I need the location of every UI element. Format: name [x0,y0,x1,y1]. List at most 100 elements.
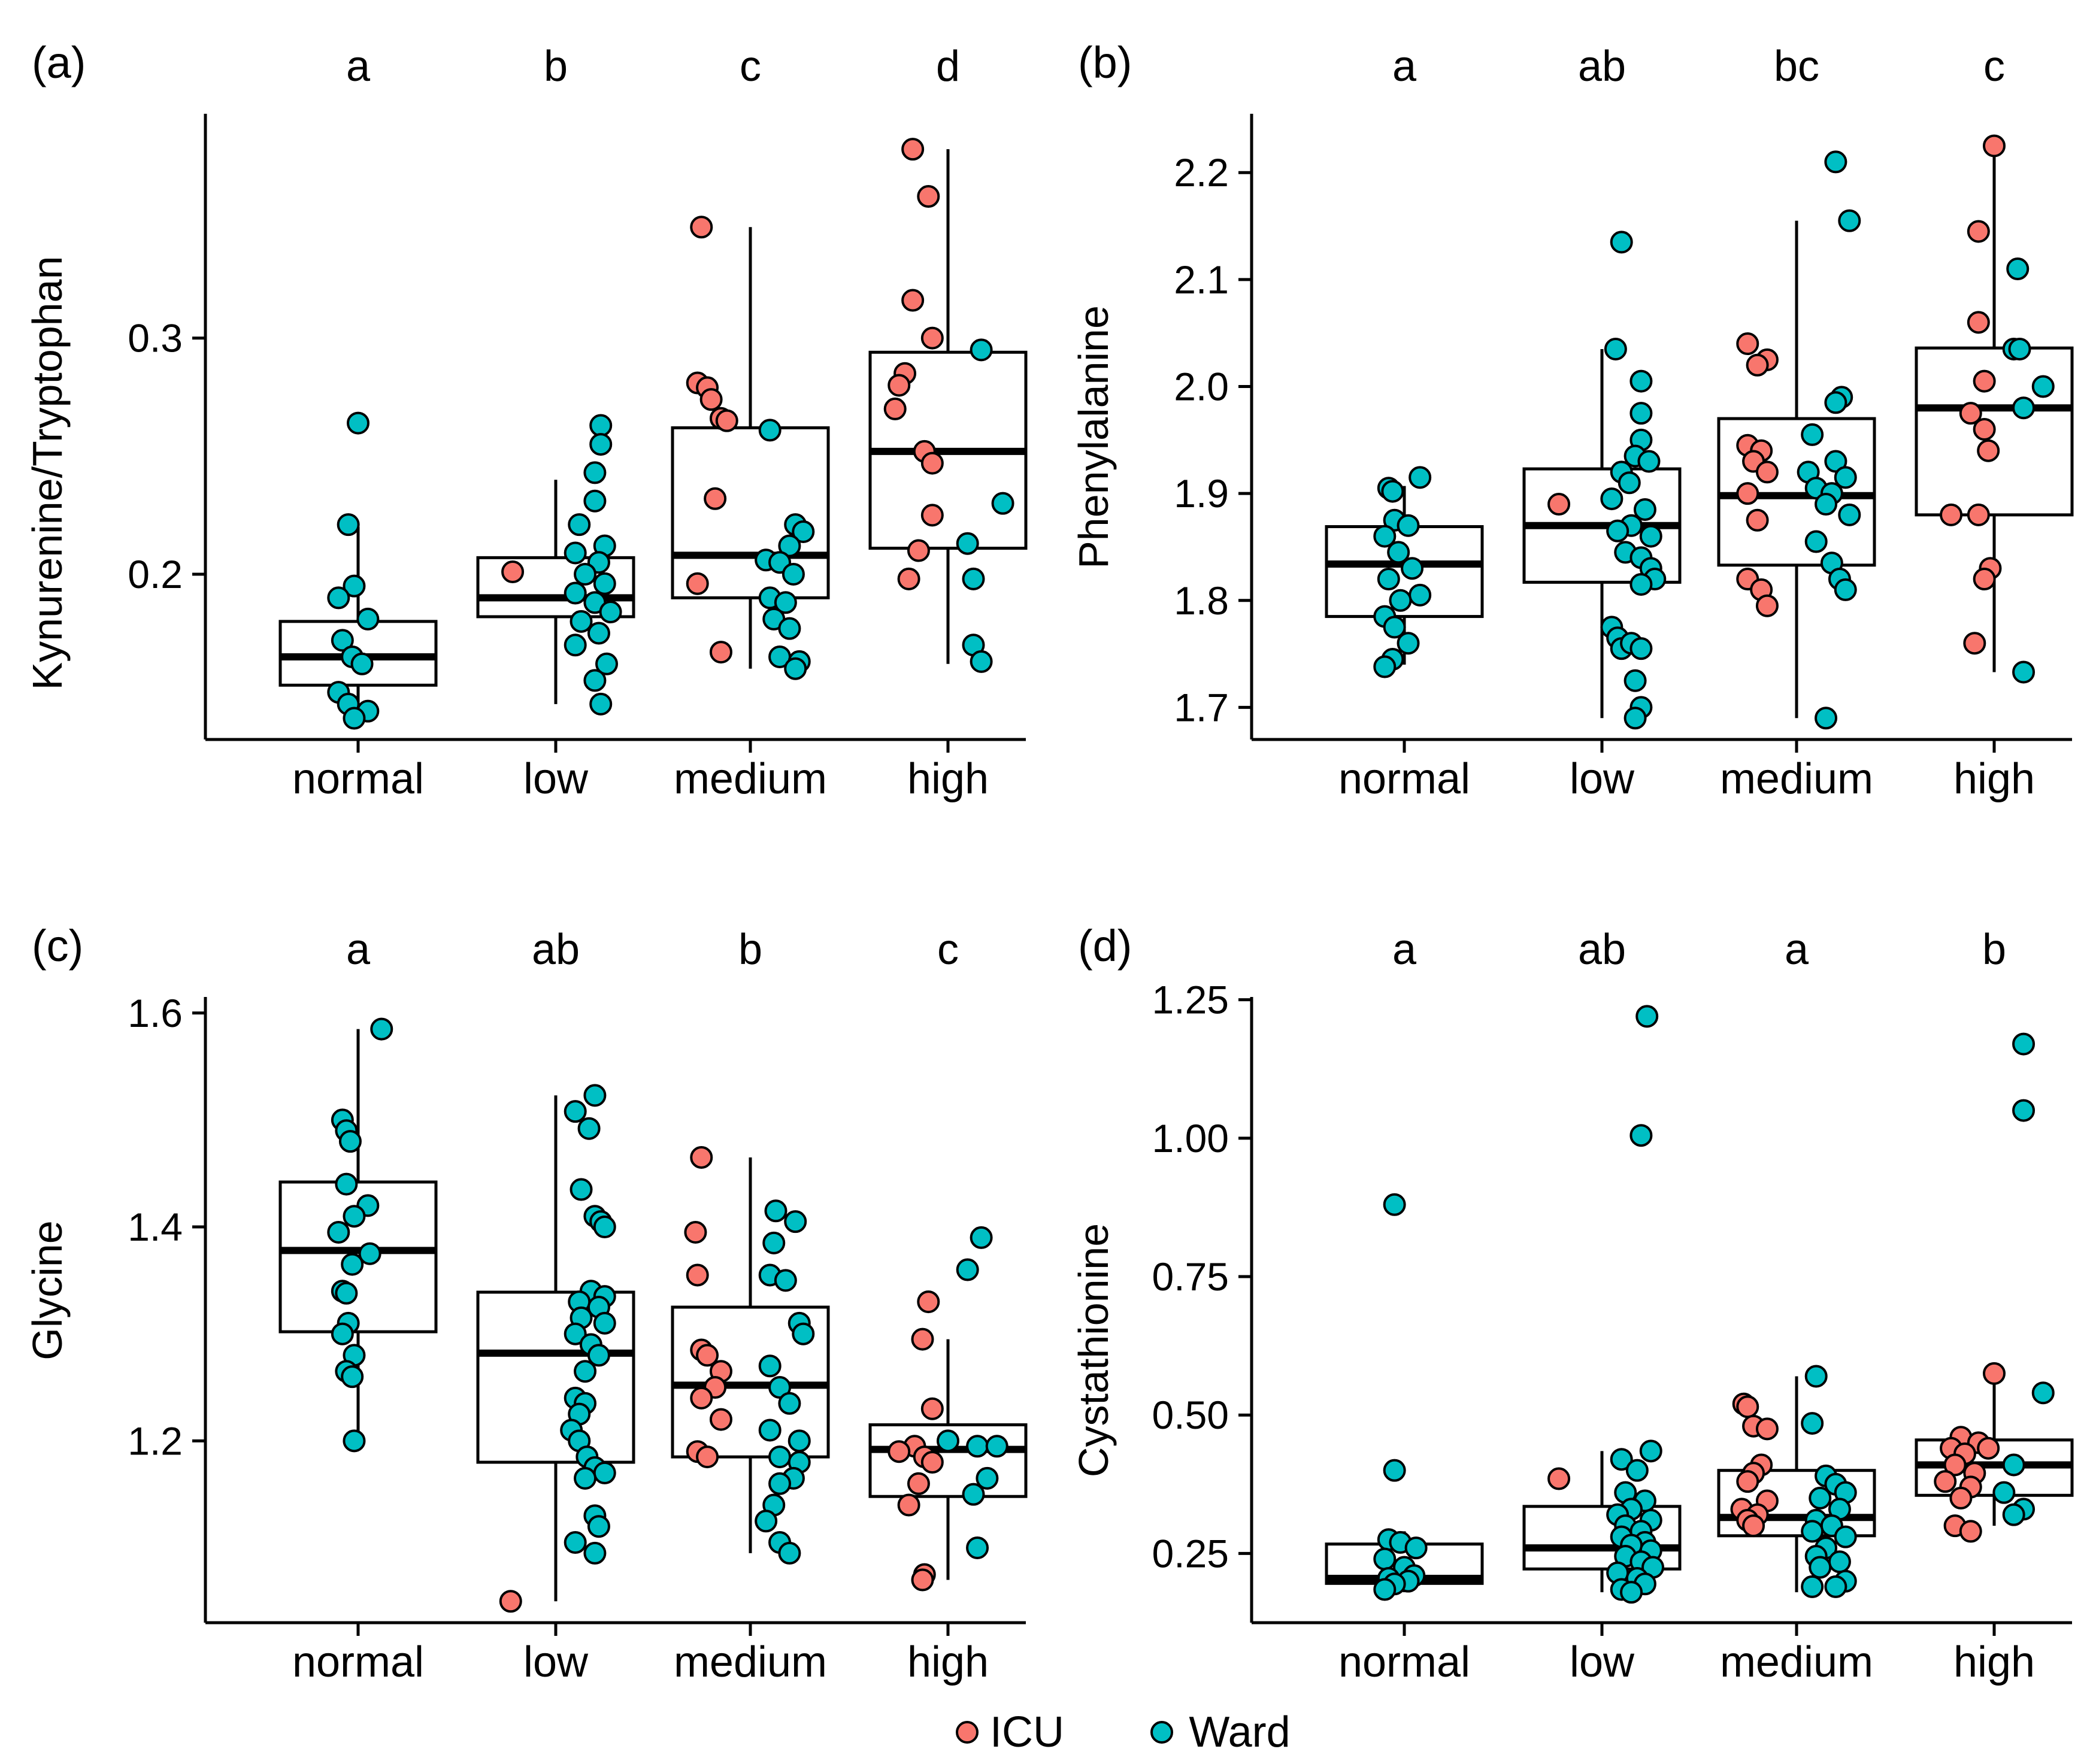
ward-point [1824,450,1847,473]
y-axis-label: Kynurenine/Tryptophan [24,256,71,690]
x-tick-label: medium [674,755,827,803]
icu-point [920,1397,944,1420]
panel-c: (c) Glycine 1.2 1.4 1.6 normal a low ab medium b… [24,921,1028,1686]
ward-point [774,591,797,614]
ward-point [758,419,782,442]
y-tick-label: 0.3 [128,316,183,360]
y-axis-label: Cystathionine [1070,1223,1117,1477]
ward-point [593,1216,616,1239]
ward-point [1373,525,1397,548]
icu-point [901,138,925,161]
icu-point [709,1408,732,1431]
ward-point [356,607,380,631]
y-tick-label: 1.2 [128,1419,183,1463]
significance-letter: a [346,43,371,90]
ward-point [991,492,1014,515]
x-tick-label: high [907,1638,989,1686]
ward-point [587,1344,610,1367]
ward-point [564,581,587,605]
significance-letter: c [937,926,959,974]
significance-letter: ab [1578,43,1626,90]
significance-letter: a [1392,926,1417,974]
ward-point [564,541,587,565]
icu-point [1973,369,1996,393]
ward-point [1383,1193,1406,1216]
ward-point [1824,1575,1847,1598]
y-tick-label: 0.2 [128,552,183,596]
significance-letter: a [346,926,371,974]
ward-point [331,629,354,652]
icu-point [920,326,944,350]
significance-letter: b [544,43,568,90]
ward-point [1637,450,1661,473]
ward-point [564,1322,587,1345]
ward-point [1824,391,1847,414]
legend-ward-label: Ward [1189,1708,1290,1756]
ward-point [341,1253,364,1276]
ward-point [764,1199,787,1223]
ward-point [1824,150,1847,174]
ward-point [778,617,801,640]
icu-point [1967,311,1990,334]
y-tick-label: 1.6 [128,991,183,1035]
icu-point [1959,1520,1982,1543]
significance-letter: ab [532,926,580,974]
ward-point [568,513,591,537]
icu-point [1973,417,1996,441]
icu-point [1967,503,1990,526]
icu-point [897,567,920,590]
icu-point [1736,482,1759,505]
ward-point [1404,1536,1428,1560]
icu-point [690,1145,713,1169]
ward-point [2002,1503,2025,1526]
ward-point [564,1100,587,1123]
ward-point [1409,583,1432,607]
x-tick-label: high [1953,755,2035,803]
ward-point [962,1483,985,1506]
ward-point [1639,525,1662,548]
significance-letter: d [936,43,960,90]
legend-ward-swatch [1150,1721,1173,1744]
ward-point [1804,530,1828,553]
y-tick-label: 0.25 [1152,1531,1229,1575]
ward-point [1815,707,1838,730]
ward-point [768,1376,792,1399]
x-tick-label: normal [1338,755,1470,803]
legend: ICU Ward [956,1708,1291,1756]
ward-point [1834,466,1857,489]
x-tick-label: normal [292,755,424,803]
ward-point [570,610,593,633]
ward-point [343,1429,366,1453]
y-tick-label: 1.00 [1152,1116,1229,1160]
y-tick-label: 1.25 [1152,978,1229,1022]
significance-letter: bc [1774,43,1819,90]
panel-label: (a) [32,38,86,87]
ward-point [1606,519,1629,542]
ward-point [1401,557,1424,580]
ward-point [1397,632,1420,655]
icu-point [704,487,727,510]
ward-point [343,574,366,598]
ward-point [583,1541,607,1565]
ward-point [1809,1556,1832,1579]
icu-point [684,1220,707,1244]
icu-point [920,504,944,527]
ward-point [2008,337,2031,360]
icu-point [709,641,732,664]
ward-point [1633,498,1656,521]
y-tick-label: 0.50 [1152,1393,1229,1437]
ward-point [574,1466,597,1490]
ward-point [370,1017,393,1041]
panel-label: (c) [32,921,83,971]
ward-point [784,1210,807,1233]
icu-point [907,1472,930,1495]
icu-point [1736,1470,1759,1493]
x-tick-label: medium [1720,755,1873,803]
x-tick-label: high [1953,1638,2035,1686]
icu-point [1934,1470,1957,1493]
ward-point [956,1258,979,1281]
ward-point [966,1536,989,1559]
icu-point [1983,134,2006,157]
ward-point [343,1205,366,1228]
